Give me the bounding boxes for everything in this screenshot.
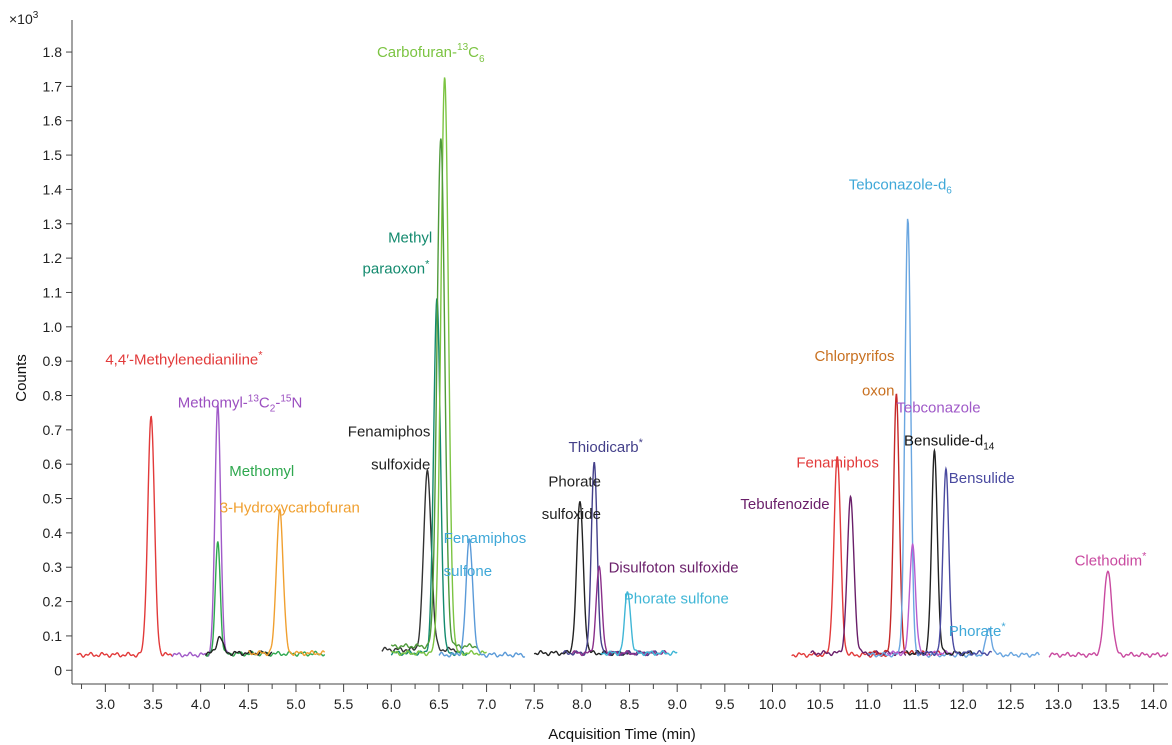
peak-label: Phorate sulfone	[624, 590, 729, 607]
peak-label: sulfoxide	[371, 456, 430, 473]
y-tick-label: 1.8	[43, 44, 63, 60]
chromatogram-trace	[915, 466, 993, 657]
chromatogram-trace	[76, 415, 173, 658]
x-tick-label: 7.0	[477, 696, 497, 712]
y-tick-label: 0.2	[43, 594, 63, 610]
x-tick-label: 8.5	[620, 696, 640, 712]
peak-label: Clethodim*	[1075, 551, 1148, 570]
peak-label: 4,4′-Methylenedianiline*	[105, 350, 263, 369]
y-tick-label: 1.7	[43, 78, 63, 94]
peak-label: paraoxon*	[363, 259, 431, 278]
peak-label: sulfone	[444, 563, 492, 580]
chromatogram-trace	[390, 298, 468, 657]
y-tick-label: 1.0	[43, 319, 63, 335]
x-tick-label: 5.5	[334, 696, 354, 712]
peak-label: Disulfoton sulfoxide	[609, 559, 739, 576]
x-tick-label: 4.5	[239, 696, 259, 712]
x-tick-label: 4.0	[191, 696, 211, 712]
chromatogram-trace	[533, 501, 631, 657]
x-axis-title: Acquisition Time (min)	[548, 726, 696, 743]
x-tick-label: 6.5	[429, 696, 449, 712]
x-tick-label: 8.0	[572, 696, 592, 712]
y-multiplier-exponent: 3	[33, 10, 39, 21]
x-tick-label: 10.5	[807, 696, 834, 712]
y-tick-label: 0.3	[43, 559, 63, 575]
peak-label: Fenamiphos	[348, 424, 431, 441]
x-tick-label: 13.0	[1045, 696, 1072, 712]
y-tick-label: 0.7	[43, 422, 63, 438]
y-tick-label: 1.6	[43, 113, 63, 129]
peak-label: Tebconazole	[896, 400, 980, 417]
chromatogram-trace	[1048, 570, 1169, 658]
x-tick-label: 11.5	[902, 696, 928, 712]
chromatogram-trace	[205, 635, 273, 657]
y-tick-label: 0.8	[43, 387, 63, 403]
peak-label: Chlorpyrifos	[814, 348, 894, 365]
y-tick-label: 1.3	[43, 216, 63, 232]
peak-label: Carbofuran-13C6	[377, 42, 485, 65]
chromatogram-trace	[886, 542, 954, 657]
chromatogram-traces	[76, 77, 1169, 659]
chromatogram-trace	[791, 456, 888, 658]
y-tick-label: 1.2	[43, 250, 63, 266]
peak-label: Phorate*	[949, 621, 1007, 640]
chromatogram-trace	[390, 138, 478, 650]
x-tick-label: 12.5	[997, 696, 1024, 712]
x-tick-label: 3.5	[143, 696, 163, 712]
x-tick-label: 6.0	[382, 696, 402, 712]
y-tick-label: 0.5	[43, 491, 63, 507]
peak-label: Tebufenozide	[740, 496, 829, 513]
x-tick-label: 3.0	[96, 696, 116, 712]
y-axis: 0 0.1 0.2 0.3 0.4 0.5 0.6 0.7 0.8 0.9 1.0 1.1 1.2 1.3…	[43, 20, 73, 684]
x-tick-label: 7.5	[524, 696, 544, 712]
y-multiplier-base: ×10	[9, 11, 33, 27]
peak-label: Bensulide	[949, 470, 1015, 487]
chromatogram-trace	[171, 402, 230, 658]
x-tick-label: 5.0	[286, 696, 306, 712]
chromatogram-trace	[381, 468, 459, 653]
chromatogram-trace	[248, 507, 326, 657]
x-tick-label: 9.0	[667, 696, 687, 712]
chromatogram-trace	[390, 77, 487, 657]
chromatogram-trace	[438, 537, 526, 658]
peak-label: oxon	[862, 382, 895, 399]
peak-label: Fenamiphos	[796, 455, 879, 472]
peak-label: Fenamiphos	[444, 530, 527, 547]
y-tick-label: 1.4	[43, 181, 63, 197]
x-tick-label: 12.0	[949, 696, 976, 712]
y-tick-label: 1.5	[43, 147, 63, 163]
y-tick-label: 0.9	[43, 353, 63, 369]
y-tick-label: 0.4	[43, 525, 63, 541]
peak-label: Methomyl-13C2-15N	[178, 394, 303, 415]
y-tick-label: 0.6	[43, 456, 63, 472]
x-axis: 3.0 3.5 4.0 4.5 5.0 5.5 6.0 6.5 7.0 7.5 8.0 8.5 9.0 9…	[72, 683, 1168, 712]
chromatogram-trace	[571, 565, 668, 657]
peak-label: Methyl	[388, 230, 432, 247]
x-tick-label: 13.5	[1092, 696, 1119, 712]
peak-label: Bensulide-d14	[904, 432, 995, 452]
y-tick-label: 0.1	[43, 628, 63, 644]
x-tick-label: 10.0	[759, 696, 786, 712]
peak-annotations: 4,4′-Methylenedianiline* Methomyl-13C2-15…	[105, 42, 1147, 640]
chromatogram-trace	[810, 494, 907, 657]
chromatogram-trace	[600, 591, 678, 657]
x-tick-label: 9.5	[715, 696, 735, 712]
peak-label: Tebconazole-d6	[849, 176, 953, 196]
peak-label: Thiodicarb*	[569, 437, 644, 456]
peak-label: sulfoxide	[542, 506, 601, 523]
y-multiplier-label: ×103	[9, 10, 39, 27]
y-axis-title: Counts	[13, 354, 30, 402]
peak-label: Methomyl	[229, 463, 294, 480]
y-tick-label: 0	[54, 662, 62, 678]
x-tick-label: 11.0	[855, 696, 881, 712]
x-tick-label: 14.0	[1140, 696, 1167, 712]
peak-label: Phorate	[548, 474, 601, 491]
y-tick-label: 1.1	[43, 284, 63, 300]
peak-label: 3-Hydroxycarbofuran	[220, 499, 360, 516]
